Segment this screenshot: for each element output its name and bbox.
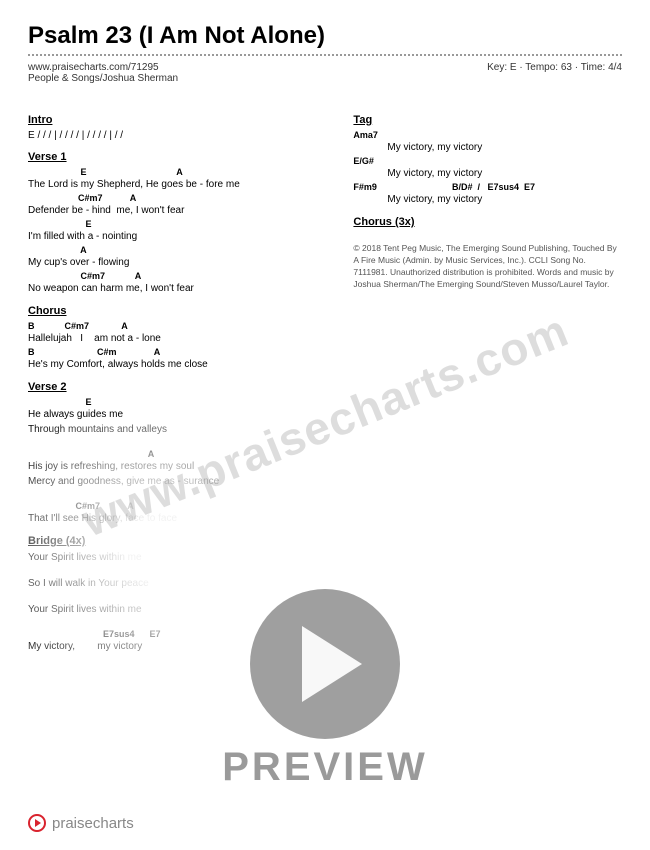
- chord-row: B C#m A: [28, 347, 323, 358]
- lyric-line: Your Spirit lives within me: [28, 551, 323, 575]
- lyric-line: B C#m7 A Hallelujah I am not a - lone: [28, 321, 323, 345]
- chord-row: C#m7 A: [28, 271, 323, 282]
- lyric-row: Your Spirit lives within me: [28, 551, 323, 564]
- lyric-line: E I'm filled with a - nointing: [28, 219, 323, 243]
- lyric-line: So I will walk in Your peace: [28, 577, 323, 601]
- chord-row: B C#m7 A: [28, 321, 323, 332]
- lyric-row: Through mountains and valleys: [28, 423, 323, 436]
- chorus-head: Chorus: [28, 305, 323, 317]
- lyric-line: A My cup's over - flowing: [28, 245, 323, 269]
- chord-row: Ama7: [353, 130, 622, 141]
- lyric-row: No weapon can harm me, I won't fear: [28, 282, 323, 295]
- source-url: www.praisecharts.com/71295: [28, 62, 178, 73]
- chord-row: A: [28, 245, 323, 256]
- chord-row: E/G#: [353, 156, 622, 167]
- lyric-line: F#m9 B/D# / E7sus4 E7 My victory, my vic…: [353, 182, 622, 206]
- chord-row: E: [28, 397, 323, 408]
- footer-logo: praisecharts: [28, 814, 134, 832]
- intro-head: Intro: [28, 114, 323, 126]
- lyric-row: Mercy and goodness, give me as - surance: [28, 475, 323, 488]
- logo-play-icon: [28, 814, 46, 832]
- preview-label: PREVIEW: [222, 745, 427, 790]
- copyright: © 2018 Tent Peg Music, The Emerging Soun…: [353, 242, 622, 290]
- lyric-line: B C#m A He's my Comfort, always holds me…: [28, 347, 323, 371]
- lyric-row: I'm filled with a - nointing: [28, 230, 323, 243]
- lyric-row: The Lord is my Shepherd, He goes be - fo…: [28, 178, 323, 191]
- lyric-row: My cup's over - flowing: [28, 256, 323, 269]
- lyric-row: His joy is refreshing, restores my soul: [28, 460, 323, 473]
- lyric-row: Hallelujah I am not a - lone: [28, 332, 323, 345]
- divider: [28, 54, 622, 56]
- lyric-row: My victory, my victory: [28, 640, 323, 653]
- right-column: Tag Ama7 My victory, my victory E/G# My …: [353, 104, 622, 655]
- lyric-line: E He always guides me: [28, 397, 323, 421]
- logo-text: praisecharts: [52, 815, 134, 832]
- chord-row: E A: [28, 167, 323, 178]
- lyric-row: He's my Comfort, always holds me close: [28, 358, 323, 371]
- lyric-line: C#m7 A No weapon can harm me, I won't fe…: [28, 271, 323, 295]
- lyric-row: He always guides me: [28, 408, 323, 421]
- bridge-head: Bridge (4x): [28, 535, 323, 547]
- artist: People & Songs/Joshua Sherman: [28, 73, 178, 84]
- lyric-row: Your Spirit lives within me: [28, 603, 323, 616]
- verse1-head: Verse 1: [28, 151, 323, 163]
- intro-line: E / / / | / / / / | / / / / | / /: [28, 130, 323, 141]
- chord-row: A: [28, 449, 323, 460]
- meta-row: www.praisecharts.com/71295 People & Song…: [28, 62, 622, 84]
- chord-row: C#m7 A: [28, 501, 323, 512]
- lyric-line: E7sus4 E7 My victory, my victory: [28, 629, 323, 653]
- lyric-row: My victory, my victory: [353, 167, 622, 180]
- lyric-row: So I will walk in Your peace: [28, 577, 323, 590]
- verse2-head: Verse 2: [28, 381, 323, 393]
- chord-row: F#m9 B/D# / E7sus4 E7: [353, 182, 622, 193]
- lyric-line: E A The Lord is my Shepherd, He goes be …: [28, 167, 323, 191]
- lyric-row: My victory, my victory: [353, 193, 622, 206]
- lyric-line: Ama7 My victory, my victory: [353, 130, 622, 154]
- lyric-line: E/G# My victory, my victory: [353, 156, 622, 180]
- lyric-line: Your Spirit lives within me: [28, 603, 323, 627]
- left-column: Intro E / / / | / / / / | / / / / | / / …: [28, 104, 323, 655]
- chorus3x-head: Chorus (3x): [353, 216, 622, 228]
- tag-head: Tag: [353, 114, 622, 126]
- lyric-row: That I'll see His glory, face to face: [28, 512, 323, 525]
- lyric-line: C#m7 A That I'll see His glory, face to …: [28, 501, 323, 525]
- song-meta: Key: E · Tempo: 63 · Time: 4/4: [487, 62, 622, 84]
- lyric-row: My victory, my victory: [353, 141, 622, 154]
- lyric-row: Defender be - hind me, I won't fear: [28, 204, 323, 217]
- song-title: Psalm 23 (I Am Not Alone): [28, 22, 622, 50]
- chord-row: E: [28, 219, 323, 230]
- lyric-line: C#m7 A Defender be - hind me, I won't fe…: [28, 193, 323, 217]
- lyric-line: A His joy is refreshing, restores my sou…: [28, 449, 323, 473]
- lyric-line: Mercy and goodness, give me as - surance: [28, 475, 323, 499]
- chord-row: E7sus4 E7: [28, 629, 323, 640]
- lyric-line: Through mountains and valleys: [28, 423, 323, 447]
- chord-row: C#m7 A: [28, 193, 323, 204]
